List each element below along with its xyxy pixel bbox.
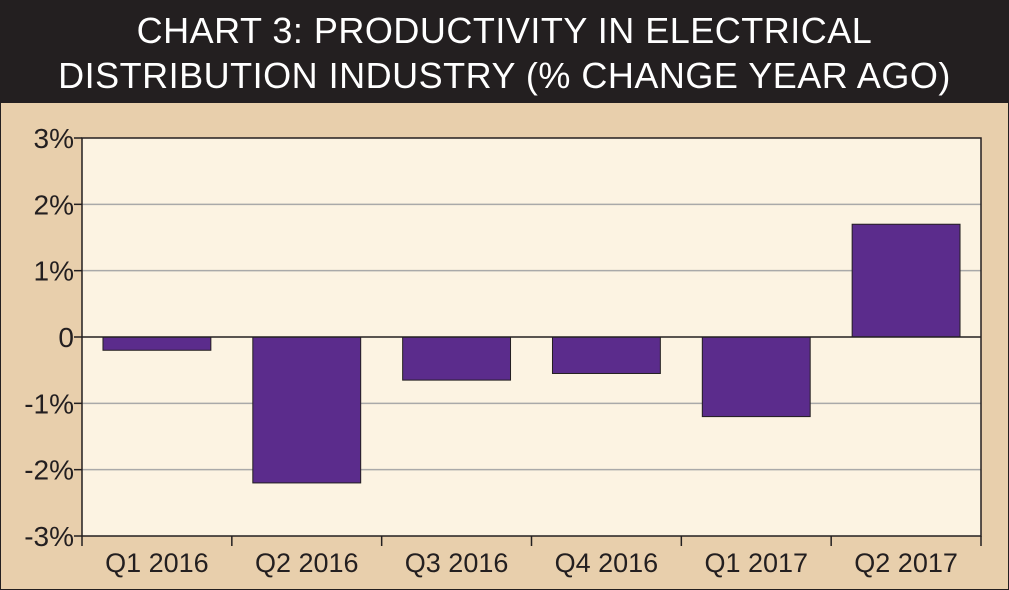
chart-header: CHART 3: PRODUCTIVITY IN ELECTRICAL DIST… <box>1 1 1008 103</box>
bar-q1-2016 <box>102 336 212 351</box>
x-axis-ticks: Q1 2016 Q2 2016 Q3 2016 Q4 2016 Q1 2017 Q2 20… <box>81 536 982 578</box>
y-tick-label: 3% <box>34 123 74 154</box>
x-tick-label: Q3 2016 <box>405 548 509 578</box>
chart-title: CHART 3: PRODUCTIVITY IN ELECTRICAL <box>136 10 873 51</box>
bar-q2-2017 <box>851 223 961 338</box>
y-tick-label: 2% <box>34 189 74 220</box>
y-tick-label: -3% <box>24 521 74 552</box>
bar-q2-2016 <box>252 336 362 484</box>
bar-q3-2016 <box>402 336 512 381</box>
bar-chart: 3% 2% 1% 0 -1% -2% -3% Q1 2016 Q2 2016 Q3 2016 Q4… <box>24 123 982 578</box>
x-tick-label: Q2 2017 <box>854 548 958 578</box>
bars <box>102 223 961 484</box>
x-tick-label: Q1 2016 <box>105 548 209 578</box>
y-tick-label: 0 <box>58 322 74 353</box>
grid-lines <box>82 203 981 471</box>
x-tick-label: Q4 2016 <box>555 548 659 578</box>
bar-q4-2016 <box>551 336 661 374</box>
y-tick-label: -2% <box>24 455 74 486</box>
y-tick-label: 1% <box>34 256 74 287</box>
chart-subtitle: DISTRIBUTION INDUSTRY (% CHANGE YEAR AGO… <box>58 55 951 96</box>
x-tick-label: Q1 2017 <box>704 548 808 578</box>
y-tick-label: -1% <box>24 388 74 419</box>
y-axis-ticks: 3% 2% 1% 0 -1% -2% -3% <box>24 123 82 552</box>
x-tick-label: Q2 2016 <box>255 548 359 578</box>
bar-q1-2017 <box>701 336 811 418</box>
